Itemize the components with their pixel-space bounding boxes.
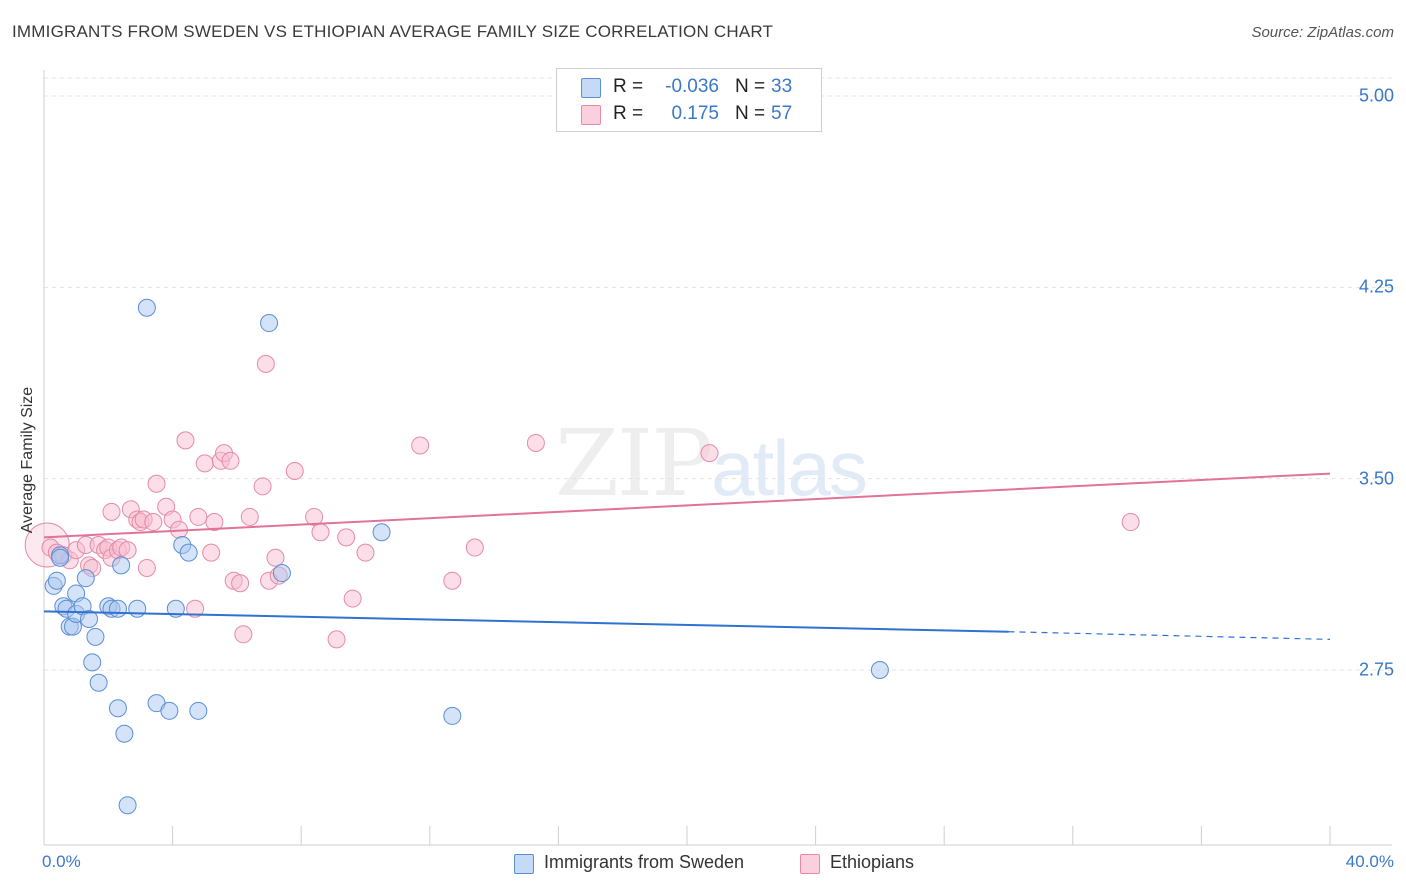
- sweden-point: [160, 701, 179, 720]
- ethiopians-point: [118, 541, 137, 560]
- sweden-point: [443, 706, 462, 725]
- sweden-point: [260, 314, 279, 333]
- sweden-point: [372, 523, 391, 542]
- legend-row-sweden: R = -0.036 N = 33: [557, 73, 821, 101]
- ethiopians-point: [221, 451, 240, 470]
- sweden-point: [137, 298, 156, 317]
- legend-label: Ethiopians: [830, 852, 915, 872]
- y-axis-label: Average Family Size: [19, 386, 36, 534]
- sweden-point: [108, 599, 127, 618]
- ethiopians-point: [189, 507, 208, 526]
- sweden-point: [272, 564, 291, 583]
- ethiopians-point: [411, 436, 430, 455]
- ethiopians-point: [205, 513, 224, 532]
- n-label: N =: [735, 76, 766, 97]
- ethiopians-point: [240, 507, 259, 526]
- sweden-point: [128, 599, 147, 618]
- n-value: 33: [771, 76, 793, 97]
- watermark: ZIPatlas: [555, 410, 868, 517]
- sweden-point: [166, 599, 185, 618]
- y-tick-label: 2.75: [1358, 659, 1394, 680]
- sweden-point: [47, 571, 66, 590]
- ethiopians-point: [465, 538, 484, 557]
- y-tick-label: 4.25: [1358, 276, 1394, 297]
- sweden-point: [108, 699, 127, 718]
- ethiopians-point: [144, 513, 163, 532]
- r-value: -0.036: [665, 76, 719, 97]
- x-tick-label-min: 0.0%: [42, 852, 81, 871]
- ethiopians-point: [1121, 513, 1140, 532]
- r-value: 0.175: [671, 103, 719, 124]
- ethiopians-point: [311, 523, 330, 542]
- trend-lines: [43, 472, 1331, 640]
- watermark-zip: ZIP: [555, 410, 713, 517]
- ethiopians-point: [176, 431, 195, 450]
- ethiopians-point: [305, 507, 324, 526]
- ethiopians-point: [343, 589, 362, 608]
- correlation-legend: R = -0.036 N = 33 R = 0.175 N = 57: [556, 68, 822, 132]
- ethiopians-point: [137, 558, 156, 577]
- ethiopians-point: [337, 528, 356, 547]
- sweden-swatch: [581, 78, 601, 98]
- ethiopians-point: [186, 599, 205, 618]
- ethiopians-points: [24, 354, 1140, 649]
- ethiopians-point: [195, 454, 214, 473]
- y-tick-label: 3.50: [1358, 468, 1394, 489]
- sweden-point: [51, 548, 70, 567]
- sweden-point: [76, 569, 95, 588]
- sweden-point: [118, 796, 137, 815]
- ethiopians-swatch: [581, 105, 601, 125]
- ethiopians-point: [202, 543, 221, 562]
- ethiopians-swatch: [800, 854, 820, 874]
- r-label: R =: [613, 76, 644, 97]
- ethiopians-trend-line: [43, 472, 1331, 539]
- n-label: N =: [735, 103, 766, 124]
- sweden-swatch: [514, 854, 534, 874]
- ethiopians-point: [266, 548, 285, 567]
- ethiopians-point: [147, 474, 166, 493]
- ethiopians-point: [285, 462, 304, 481]
- source-label: Source: ZipAtlas.com: [1251, 24, 1394, 41]
- sweden-point: [179, 543, 198, 562]
- series-legend: Immigrants from Sweden Ethiopians: [0, 852, 1406, 878]
- ethiopians-point: [443, 571, 462, 590]
- legend-label: Immigrants from Sweden: [544, 852, 745, 872]
- sweden-points: [44, 298, 889, 815]
- legend-row-ethiopians: R = 0.175 N = 57: [557, 100, 821, 128]
- sweden-point: [89, 673, 108, 692]
- ethiopians-point: [234, 625, 253, 644]
- sweden-point: [83, 653, 102, 672]
- sweden-point: [115, 724, 134, 743]
- ethiopians-point: [526, 433, 545, 452]
- sweden-point: [189, 701, 208, 720]
- sweden-point: [870, 661, 889, 679]
- sweden-point: [86, 627, 105, 646]
- ethiopians-point: [102, 502, 121, 521]
- sweden-trend-line: [43, 610, 1009, 633]
- x-tick-label-max: 40.0%: [1345, 852, 1394, 871]
- r-label: R =: [613, 103, 644, 124]
- sweden-trend-extension: [1008, 631, 1331, 640]
- sweden-point: [112, 556, 131, 575]
- ethiopians-point: [700, 444, 719, 463]
- ethiopians-point: [253, 477, 272, 496]
- y-tick-label: 5.00: [1358, 85, 1394, 106]
- sweden-point: [80, 609, 99, 628]
- ethiopians-point: [256, 354, 275, 373]
- chart-title: IMMIGRANTS FROM SWEDEN VS ETHIOPIAN AVER…: [12, 22, 774, 41]
- ethiopians-point: [231, 574, 250, 593]
- axes: [43, 70, 1392, 846]
- ethiopians-point: [327, 630, 346, 649]
- ethiopians-point: [356, 543, 375, 562]
- n-value: 57: [771, 103, 793, 124]
